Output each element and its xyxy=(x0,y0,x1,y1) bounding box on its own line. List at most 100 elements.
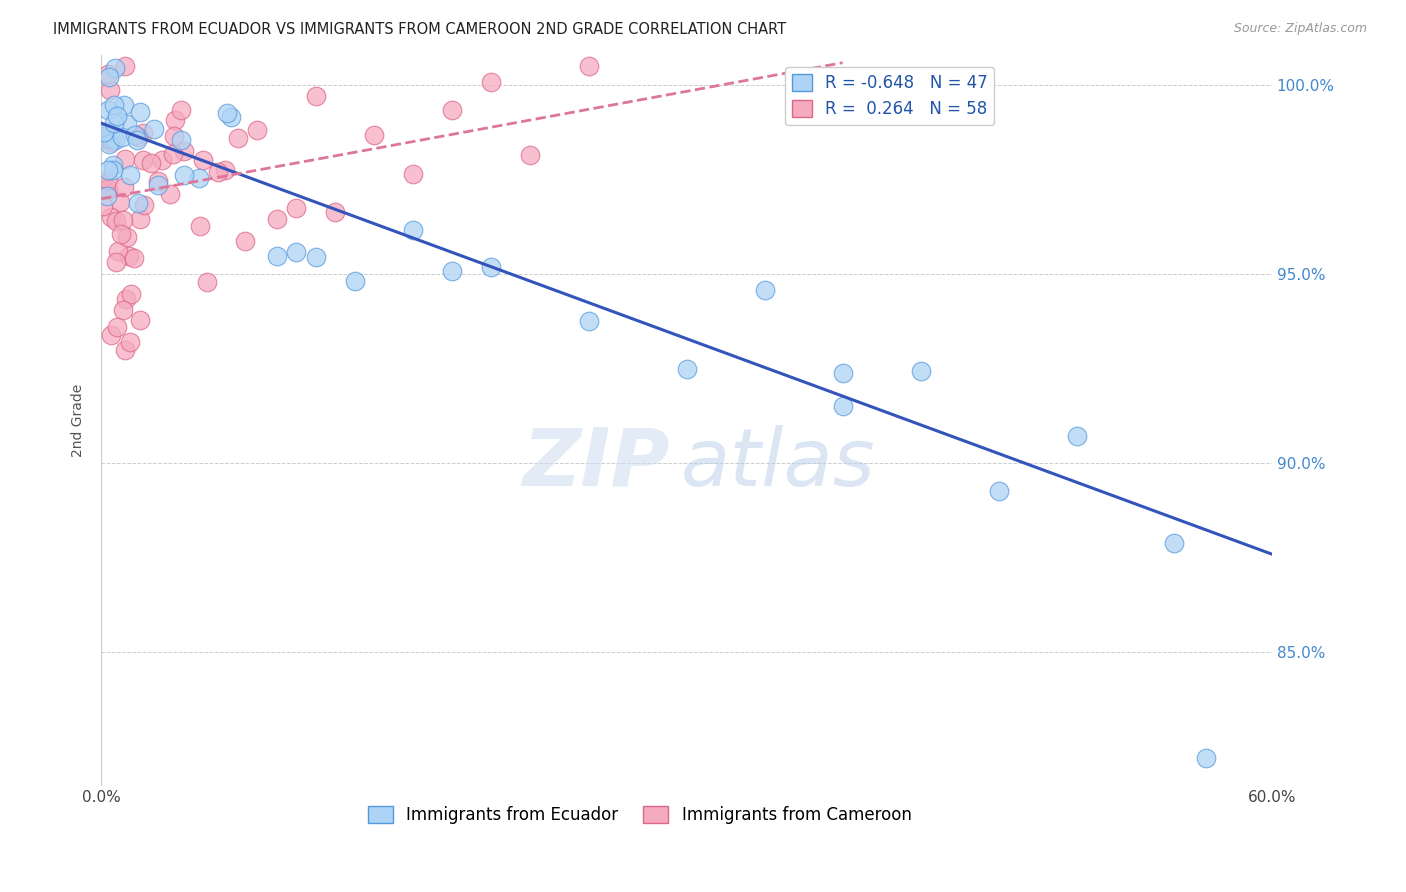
Point xyxy=(96,126,118,140)
Point xyxy=(110,227,132,242)
Point xyxy=(173,168,195,182)
Point xyxy=(163,129,186,144)
Point xyxy=(98,125,121,139)
Point xyxy=(115,230,138,244)
Point xyxy=(96,132,118,146)
Point xyxy=(112,303,135,318)
Legend: Immigrants from Ecuador, Immigrants from Cameroon: Immigrants from Ecuador, Immigrants from… xyxy=(361,799,918,831)
Point xyxy=(96,188,118,202)
Point xyxy=(105,214,128,228)
Point xyxy=(125,133,148,147)
Point xyxy=(285,244,308,259)
Point xyxy=(987,484,1010,499)
Point xyxy=(98,83,121,97)
Point xyxy=(170,133,193,147)
Point xyxy=(111,130,134,145)
Point xyxy=(128,104,150,119)
Point xyxy=(118,168,141,182)
Point xyxy=(831,400,853,414)
Point xyxy=(103,98,125,112)
Point xyxy=(97,68,120,82)
Point xyxy=(120,335,142,350)
Point xyxy=(363,128,385,142)
Point xyxy=(188,219,211,234)
Point xyxy=(159,186,181,201)
Point xyxy=(146,178,169,193)
Point xyxy=(103,158,125,172)
Point xyxy=(97,173,120,187)
Point xyxy=(114,60,136,74)
Point xyxy=(162,147,184,161)
Point xyxy=(910,364,932,378)
Point xyxy=(246,123,269,137)
Point xyxy=(481,75,503,89)
Point xyxy=(481,260,503,274)
Point xyxy=(114,293,136,307)
Point xyxy=(402,222,425,236)
Point xyxy=(170,103,193,117)
Point xyxy=(578,314,600,328)
Point xyxy=(1163,536,1185,550)
Point xyxy=(132,126,155,140)
Text: ZIP: ZIP xyxy=(522,425,669,503)
Point xyxy=(132,153,155,168)
Point xyxy=(112,213,135,227)
Point xyxy=(132,198,155,212)
Point xyxy=(148,174,170,188)
Text: IMMIGRANTS FROM ECUADOR VS IMMIGRANTS FROM CAMEROON 2ND GRADE CORRELATION CHART: IMMIGRANTS FROM ECUADOR VS IMMIGRANTS FR… xyxy=(53,22,786,37)
Point xyxy=(98,137,121,152)
Point xyxy=(215,106,238,120)
Point xyxy=(193,153,215,168)
Point xyxy=(441,103,464,117)
Point xyxy=(519,147,541,161)
Point xyxy=(91,199,114,213)
Point xyxy=(226,130,249,145)
Point xyxy=(114,343,136,357)
Point xyxy=(233,234,256,248)
Y-axis label: 2nd Grade: 2nd Grade xyxy=(72,384,86,457)
Point xyxy=(675,361,697,376)
Point xyxy=(173,145,195,159)
Point xyxy=(305,89,328,103)
Point xyxy=(107,244,129,259)
Point xyxy=(195,276,218,290)
Point xyxy=(139,156,162,170)
Point xyxy=(325,204,347,219)
Point xyxy=(93,183,115,197)
Point xyxy=(114,152,136,166)
Point xyxy=(402,168,425,182)
Point xyxy=(104,61,127,75)
Point xyxy=(266,249,288,263)
Point xyxy=(128,211,150,226)
Point xyxy=(285,201,308,215)
Point xyxy=(112,98,135,112)
Point xyxy=(1066,429,1088,443)
Point xyxy=(127,129,149,144)
Point xyxy=(105,255,128,269)
Point xyxy=(305,250,328,264)
Point xyxy=(110,194,132,209)
Point xyxy=(120,287,142,301)
Point xyxy=(219,110,242,124)
Text: Source: ZipAtlas.com: Source: ZipAtlas.com xyxy=(1233,22,1367,36)
Point xyxy=(93,125,115,139)
Point xyxy=(100,131,122,145)
Point xyxy=(103,116,125,130)
Point xyxy=(105,109,128,123)
Point xyxy=(142,122,165,136)
Point xyxy=(754,283,776,297)
Point xyxy=(831,367,853,381)
Point xyxy=(152,153,174,167)
Point xyxy=(124,252,146,266)
Point xyxy=(117,117,139,131)
Point xyxy=(91,176,114,190)
Point xyxy=(188,171,211,186)
Point xyxy=(112,180,135,194)
Point xyxy=(214,163,236,178)
Point xyxy=(104,133,127,147)
Point xyxy=(97,181,120,195)
Point xyxy=(97,103,120,117)
Point xyxy=(1194,751,1216,765)
Point xyxy=(441,264,464,278)
Point xyxy=(165,112,187,127)
